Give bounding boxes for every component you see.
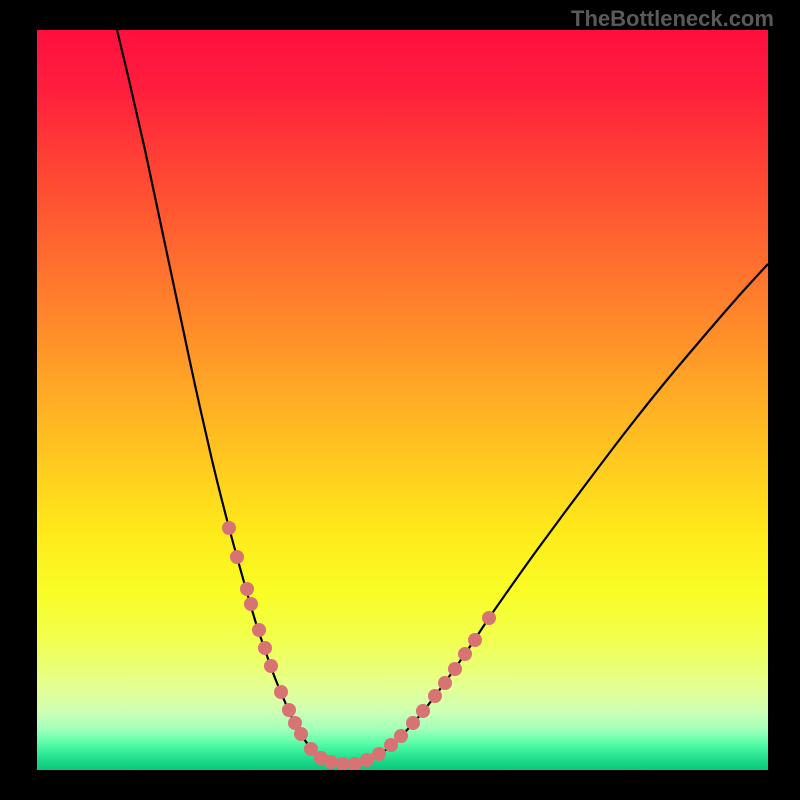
data-marker [372, 747, 386, 761]
data-marker [230, 550, 244, 564]
data-marker [240, 582, 254, 596]
data-marker [416, 704, 430, 718]
data-marker [394, 729, 408, 743]
data-marker [274, 685, 288, 699]
data-marker [448, 662, 462, 676]
data-marker [438, 676, 452, 690]
data-marker [482, 611, 496, 625]
data-marker [458, 647, 472, 661]
chart-container: TheBottleneck.com [0, 0, 800, 800]
data-marker [264, 659, 278, 673]
data-marker [324, 755, 338, 769]
chart-svg [37, 30, 768, 770]
data-marker [360, 753, 374, 767]
data-marker [252, 623, 266, 637]
data-marker [282, 703, 296, 717]
data-marker [244, 597, 258, 611]
data-marker [258, 641, 272, 655]
data-marker [222, 521, 236, 535]
plot-area [37, 30, 768, 770]
plot-background [37, 30, 768, 770]
data-marker [428, 689, 442, 703]
data-marker [294, 727, 308, 741]
watermark-text: TheBottleneck.com [571, 6, 774, 32]
data-marker [468, 633, 482, 647]
data-marker [406, 716, 420, 730]
